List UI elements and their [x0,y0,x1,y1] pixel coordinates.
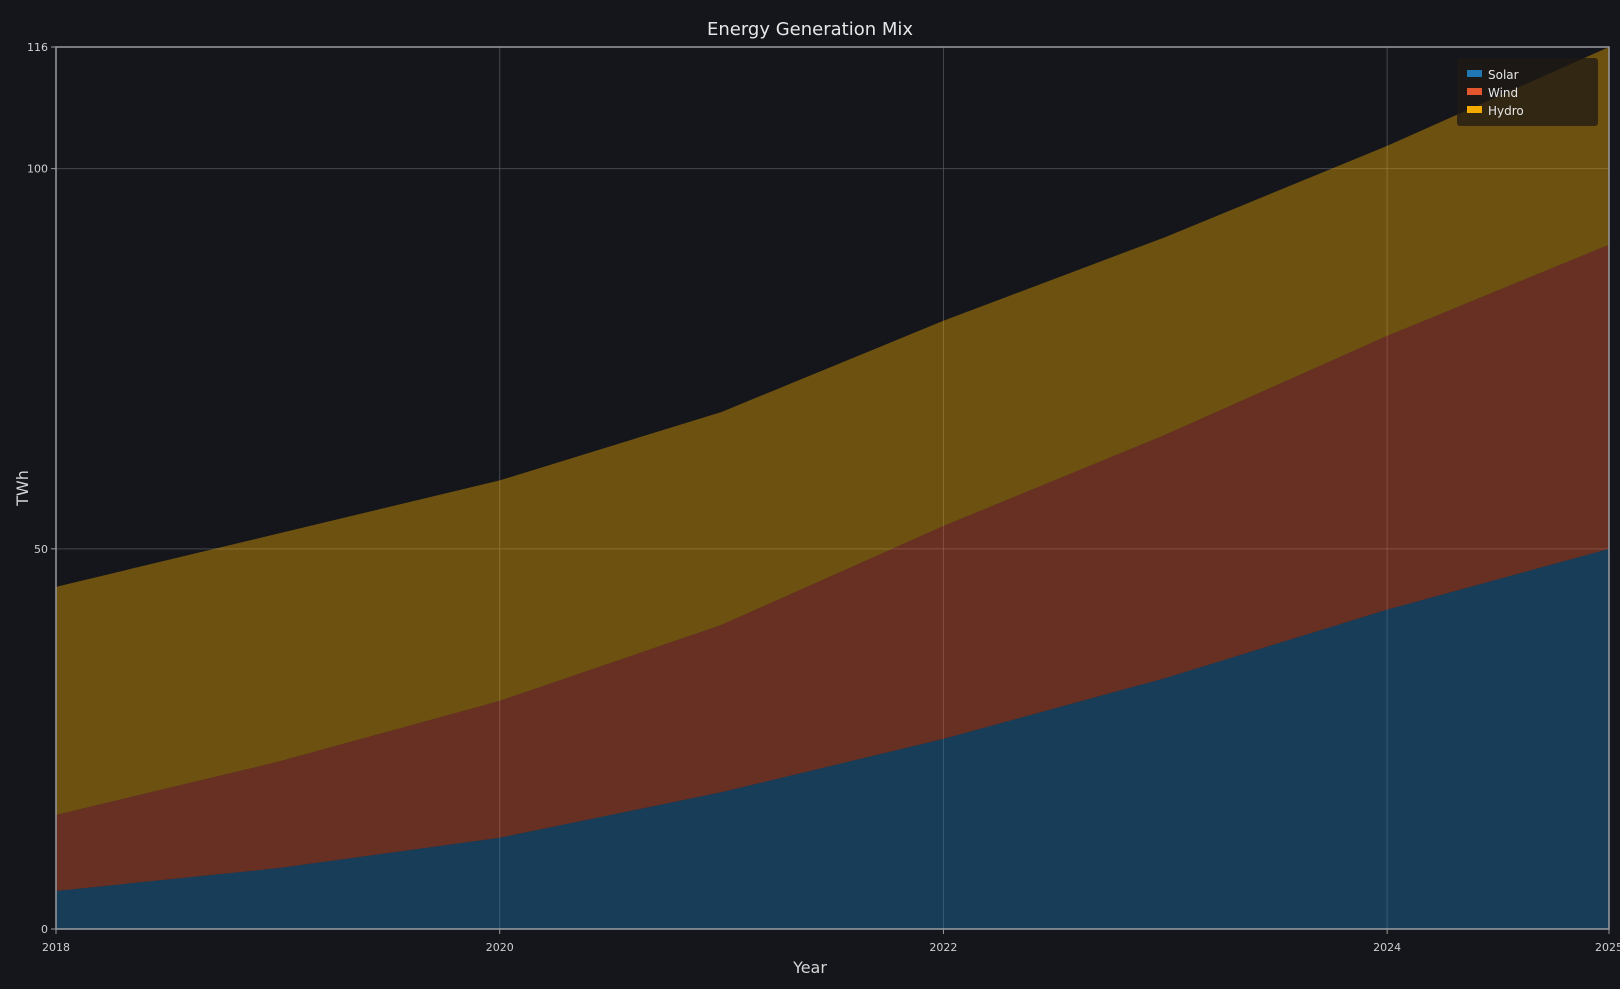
legend-box [1457,58,1598,126]
chart-title: Energy Generation Mix [707,19,913,40]
legend-label-wind: Wind [1488,86,1518,100]
y-tick-label: 116 [27,41,48,54]
area-hydro [56,47,1609,815]
y-axis-title: TWh [13,470,32,507]
x-tick-label: 2018 [42,941,70,954]
x-tick-label: 2022 [929,941,957,954]
legend-swatch-wind [1467,88,1482,95]
area-wind [56,244,1609,891]
x-tick-label: 2025 [1595,941,1620,954]
y-tick-label: 0 [41,923,48,936]
y-tick-label: 100 [27,163,48,176]
x-axis-title: Year [792,958,827,977]
plot-frame [55,46,1610,930]
area-layer [56,47,1609,929]
legend-label-solar: Solar [1488,68,1519,82]
x-tick-label: 2020 [486,941,514,954]
tick-layer: 0 50 100 116 2018 2020 2022 2024 2025 [27,41,1620,954]
legend-swatch-hydro [1467,106,1482,113]
x-tick-label: 2024 [1373,941,1401,954]
legend: Solar Wind Hydro [1457,58,1598,126]
legend-swatch-solar [1467,70,1482,77]
legend-label-hydro: Hydro [1488,104,1524,118]
area-solar [56,548,1609,929]
y-tick-label: 50 [34,543,48,556]
